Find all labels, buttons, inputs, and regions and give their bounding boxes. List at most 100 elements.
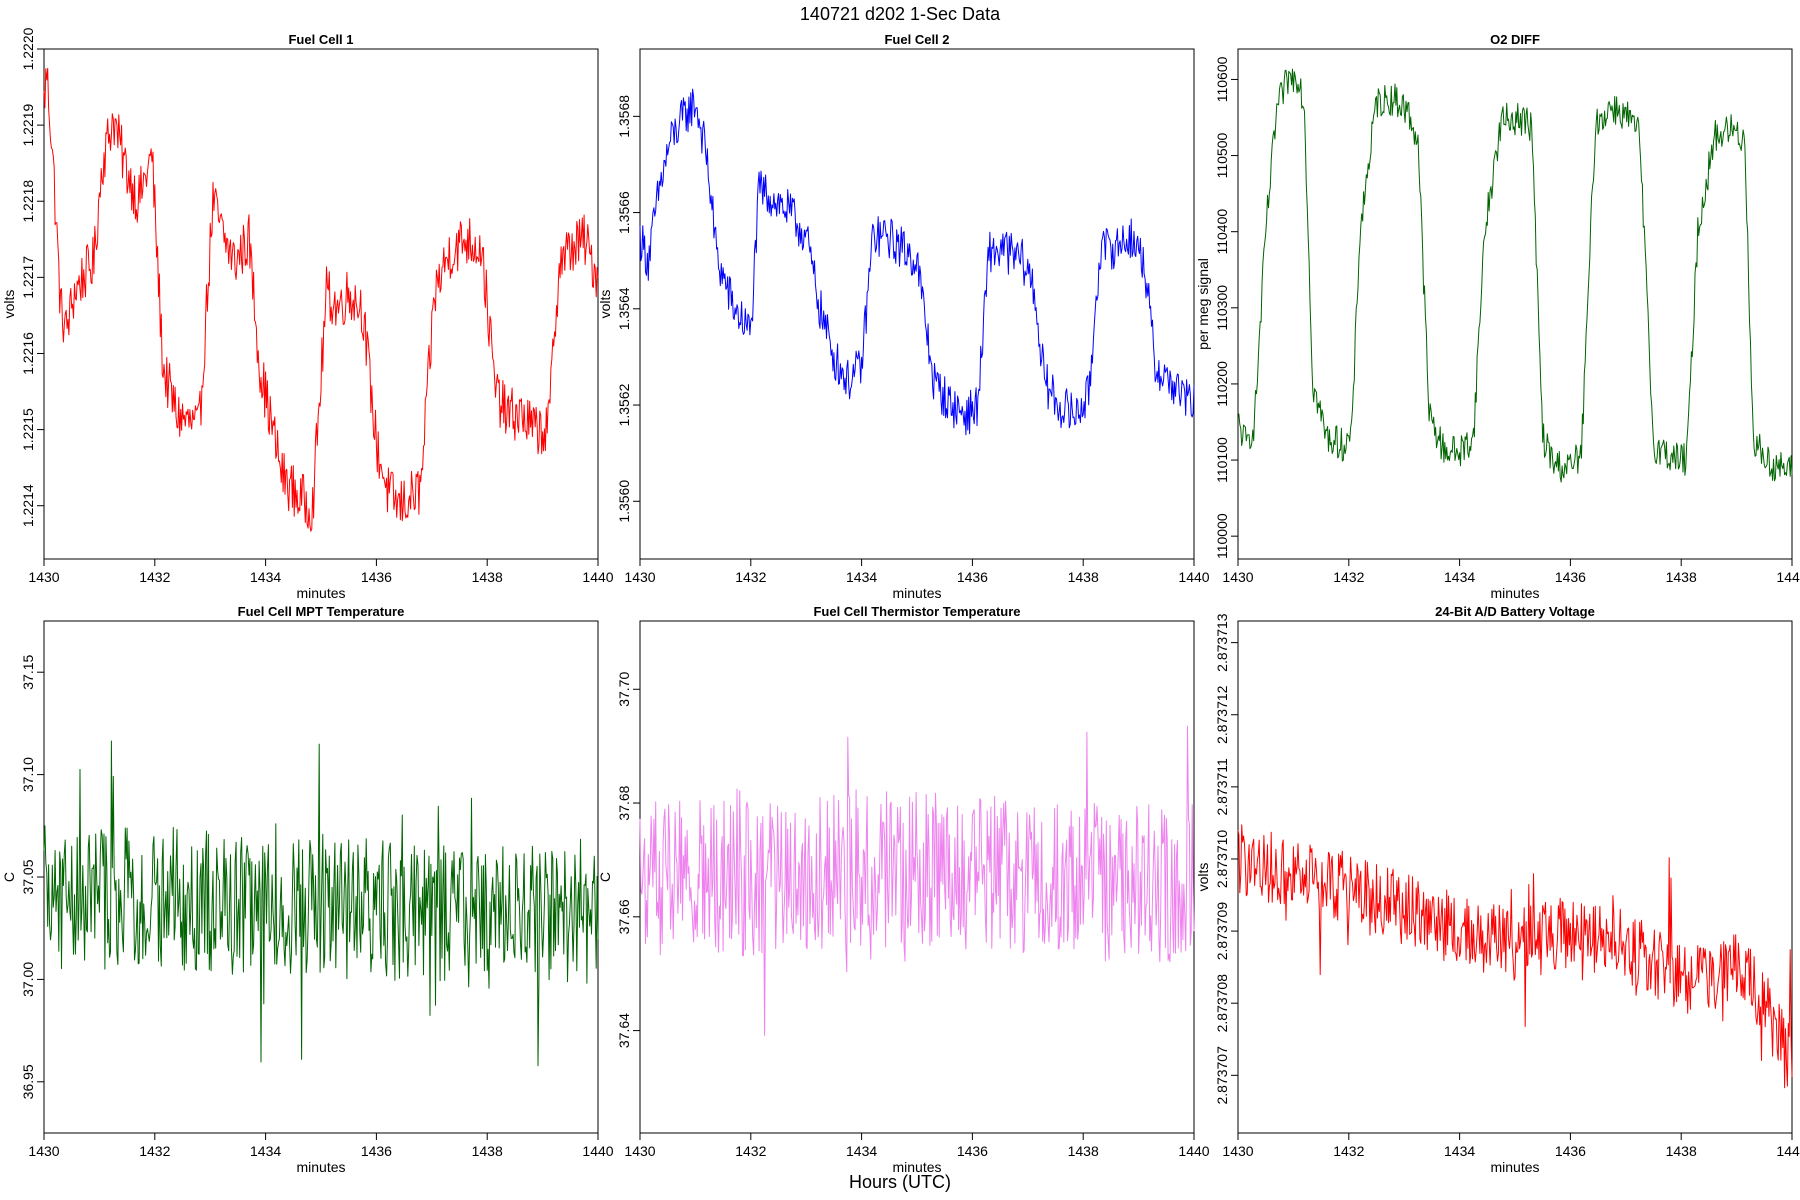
y-tick-label: 37.10 [20,757,36,792]
y-tick-label: 1.3560 [616,480,632,523]
x-tick-label: 1430 [28,569,59,585]
x-tick-label: 1436 [361,1143,392,1159]
y-tick-label: 110200 [1214,361,1230,407]
x-tick-label: 1434 [1444,1143,1475,1159]
x-caption: Hours (UTC) [849,1172,951,1192]
x-axis-label: minutes [1490,1159,1539,1175]
x-axis-label: minutes [892,1159,941,1175]
y-tick-label: 1.2214 [20,484,36,527]
x-tick-label: 1436 [957,569,988,585]
plot-frame [1237,48,1793,560]
x-axis-label: minutes [296,1159,345,1175]
y-tick-label: 110600 [1214,56,1230,102]
y-tick-label: 110400 [1214,209,1230,255]
y-tick-label: 2.873710 [1214,830,1230,889]
panel-title: Fuel Cell MPT Temperature [238,604,405,619]
x-tick-label: 1440 [582,569,613,585]
y-tick-label: 1.3568 [616,95,632,138]
panel-title: Fuel Cell Thermistor Temperature [813,604,1020,619]
panel-2: Fuel Cell 2 1430 1432 1434 1436 1438 1440 minut… [597,32,1210,601]
x-tick-label: 1440 [1178,1143,1209,1159]
y-tick-label: 1.3564 [616,287,632,330]
plot-frame [639,620,1195,1134]
x-tick-label: 1430 [1222,1143,1253,1159]
x-tick-label: 1438 [1666,569,1697,585]
plot-frame [639,48,1195,560]
panel-title: Fuel Cell 2 [884,32,949,47]
x-tick-label: 1434 [846,1143,877,1159]
plot-frame [43,48,599,560]
y-axis-label: volts [1195,863,1211,892]
series-line [639,88,1195,436]
x-tick-label: 1438 [472,569,503,585]
y-tick-label: 110100 [1214,437,1230,483]
panel-title: Fuel Cell 1 [288,32,353,47]
x-tick-label: 1434 [1444,569,1475,585]
x-tick-label: 1438 [1068,569,1099,585]
x-tick-label: 1434 [846,569,877,585]
x-tick-label: 1440 [1178,569,1209,585]
y-axis-label: per meg signal [1195,258,1211,350]
x-tick-label: 1438 [1666,1143,1697,1159]
x-tick-label: 1432 [139,569,170,585]
y-tick-label: 1.2219 [20,103,36,146]
x-tick-label: 1432 [735,569,766,585]
y-tick-label: 37.64 [616,1013,632,1048]
series-line [1237,824,1793,1089]
y-tick-label: 1.2215 [20,408,36,451]
plot-frame [1237,620,1793,1134]
x-tick-label: 1436 [957,1143,988,1159]
plot-frame [43,620,599,1134]
series-line [43,740,599,1067]
x-axis-label: minutes [892,585,941,601]
panel-6: 24-Bit A/D Battery Voltage 1430 1432 1434 14… [1195,604,1800,1175]
y-tick-label: 1.2216 [20,332,36,375]
series-line [1237,68,1793,483]
x-tick-label: 1438 [1068,1143,1099,1159]
y-axis-label: C [1,872,17,882]
x-tick-label: 1430 [624,569,655,585]
y-axis-label: C [597,872,613,882]
x-tick-label: 1436 [1555,569,1586,585]
y-axis-label: volts [597,290,613,319]
x-tick-label: 1430 [28,1143,59,1159]
x-tick-label: 1434 [250,1143,281,1159]
panel-title: O2 DIFF [1490,32,1540,47]
y-tick-label: 1.2217 [20,256,36,299]
panel-3: O2 DIFF 1430 1432 1434 1436 1438 1440 minutes 11… [1195,32,1800,601]
x-tick-label: 1436 [361,569,392,585]
y-tick-label: 37.05 [20,859,36,894]
y-tick-label: 37.00 [20,962,36,997]
y-tick-label: 37.70 [616,672,632,707]
x-tick-label: 1432 [139,1143,170,1159]
x-axis-label: minutes [296,585,345,601]
y-tick-label: 37.15 [20,654,36,689]
y-tick-label: 2.873713 [1214,613,1230,672]
panel-4: Fuel Cell MPT Temperature 1430 1432 1434 143… [1,604,614,1175]
x-tick-label: 1440 [1776,1143,1800,1159]
y-tick-label: 110000 [1214,513,1230,559]
x-tick-label: 1432 [735,1143,766,1159]
y-tick-label: 37.68 [616,785,632,820]
x-axis-label: minutes [1490,585,1539,601]
y-tick-label: 2.873707 [1214,1046,1230,1105]
y-tick-label: 2.873712 [1214,685,1230,744]
y-tick-label: 2.873709 [1214,902,1230,961]
y-tick-label: 110300 [1214,285,1230,331]
y-tick-label: 110500 [1214,133,1230,179]
y-tick-label: 1.3562 [616,383,632,426]
y-tick-label: 36.95 [20,1064,36,1099]
series-line [639,725,1195,1036]
x-tick-label: 1434 [250,569,281,585]
x-tick-label: 1430 [624,1143,655,1159]
x-tick-label: 1430 [1222,569,1253,585]
x-tick-label: 1432 [1333,1143,1364,1159]
y-tick-label: 1.2220 [20,27,36,70]
x-tick-label: 1440 [1776,569,1800,585]
y-tick-label: 37.66 [616,899,632,934]
figure-title: 140721 d202 1-Sec Data [800,4,1001,24]
x-tick-label: 1438 [472,1143,503,1159]
y-tick-label: 1.3566 [616,191,632,234]
y-tick-label: 1.2218 [20,180,36,223]
